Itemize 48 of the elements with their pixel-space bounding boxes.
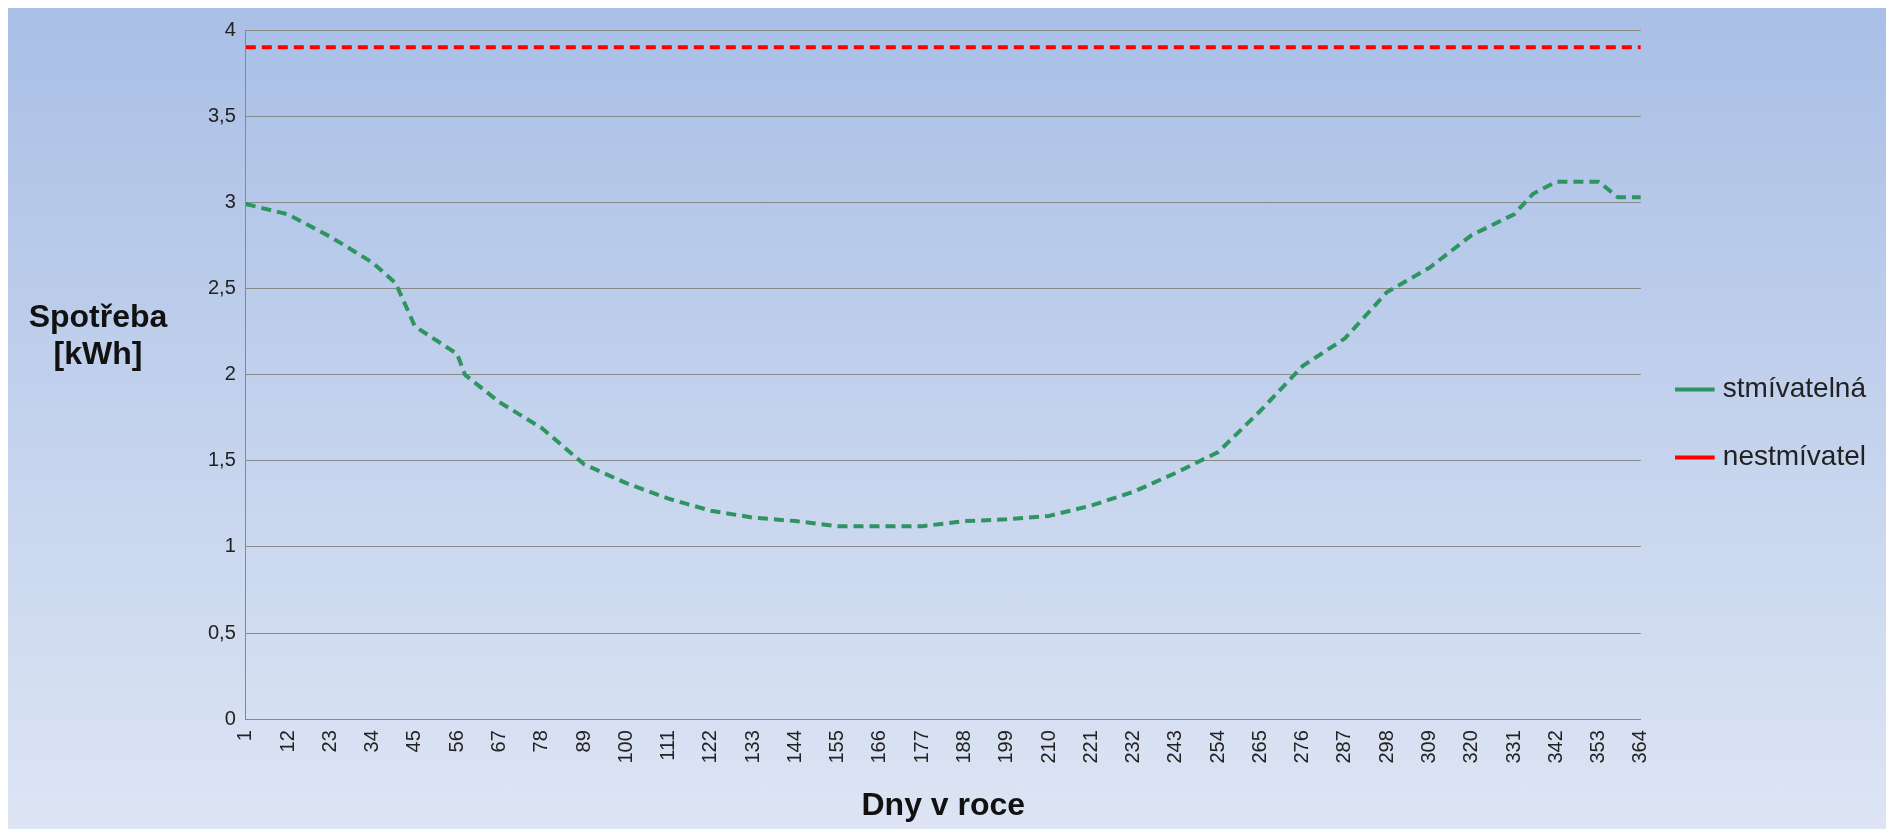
y-tick-label: 2,5 (207, 275, 236, 298)
y-tick-label: 1,5 (207, 448, 236, 471)
y-tick-label: 3 (224, 189, 236, 212)
y-tick-label: 0,5 (207, 620, 236, 643)
x-tick-label: 188 (951, 730, 974, 764)
x-tick-label: 144 (782, 730, 805, 764)
x-tick-label: 177 (909, 730, 932, 764)
x-tick-label: 78 (529, 730, 552, 753)
x-tick-label: 221 (1078, 730, 1101, 764)
x-tick-label: 287 (1332, 730, 1355, 764)
line-series (245, 179, 1641, 529)
x-tick-label: 155 (825, 730, 848, 764)
x-tick-label: 199 (994, 730, 1017, 764)
y-tick-label: 0 (224, 706, 236, 729)
x-tick-label: 309 (1416, 730, 1439, 764)
legend-label: stmívatelná (1722, 372, 1867, 404)
x-tick-label: 67 (486, 730, 509, 753)
x-tick-label: 342 (1543, 730, 1566, 764)
x-tick-label: 243 (1163, 730, 1186, 764)
x-tick-label: 254 (1205, 730, 1228, 764)
x-axis-title: Dny v roce (861, 785, 1026, 822)
y-axis-title: Spotřeba [kWh] (27, 298, 169, 372)
y-tick-label: 2 (224, 362, 236, 385)
y-tick-label: 3,5 (207, 103, 236, 126)
x-tick-label: 364 (1628, 730, 1651, 764)
x-tick-label: 320 (1459, 730, 1482, 764)
y-tick-label: 4 (224, 17, 236, 40)
x-tick-label: 45 (402, 730, 425, 753)
x-tick-label: 1 (233, 730, 256, 742)
x-tick-label: 100 (613, 730, 636, 764)
x-tick-label: 232 (1121, 730, 1144, 764)
x-tick-label: 133 (740, 730, 763, 764)
legend-label: nestmívatel (1722, 440, 1866, 472)
x-tick-label: 122 (698, 730, 721, 764)
x-tick-label: 265 (1247, 730, 1270, 764)
x-tick-label: 56 (444, 730, 467, 753)
x-tick-label: 166 (867, 730, 890, 764)
x-tick-label: 353 (1586, 730, 1609, 764)
x-tick-label: 298 (1374, 730, 1397, 764)
x-tick-label: 276 (1290, 730, 1313, 764)
x-tick-label: 210 (1036, 730, 1059, 764)
x-tick-label: 331 (1501, 730, 1524, 764)
x-tick-label: 111 (656, 730, 679, 761)
x-tick-label: 34 (360, 730, 383, 753)
x-tick-label: 12 (275, 730, 298, 753)
x-tick-label: 23 (317, 730, 340, 753)
x-tick-label: 89 (571, 730, 594, 753)
y-tick-label: 1 (224, 534, 236, 557)
